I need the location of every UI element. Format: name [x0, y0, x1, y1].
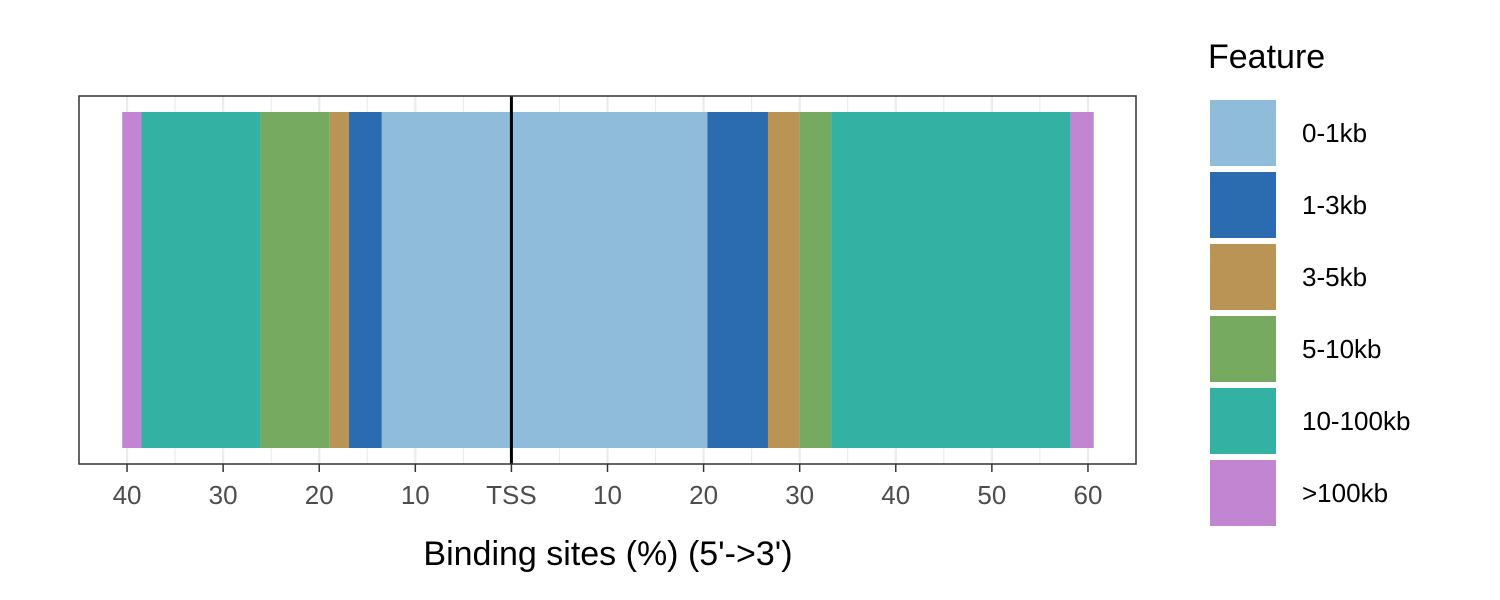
bar-downstream-10-100kb [831, 112, 1071, 448]
legend-key [1210, 172, 1276, 238]
legend-label: >100kb [1302, 478, 1388, 508]
bar-downstream-1-3kb [707, 112, 768, 448]
x-tick-label: 60 [1073, 480, 1102, 510]
legend-key [1210, 388, 1276, 454]
legend-key [1210, 460, 1276, 526]
legend-label: 10-100kb [1302, 406, 1410, 436]
bar-downstream-3-5kb [767, 112, 800, 448]
x-axis-title: Binding sites (%) (5'->3') [423, 535, 792, 573]
x-tick-label: 40 [881, 480, 910, 510]
legend-key [1210, 100, 1276, 166]
bar-upstream-5-10kb [260, 112, 330, 448]
bar-upstream-100kb [122, 112, 142, 448]
legend: Feature 0-1kb 1-3kb 3-5kb 5-10kb 10-100kb >10… [1208, 38, 1410, 526]
bar-upstream-1-3kb [349, 112, 382, 448]
x-axis: 40 30 20 10 TSS 10 20 30 40 50 60 [113, 464, 1102, 510]
x-tick-label: 50 [977, 480, 1006, 510]
legend-key [1210, 244, 1276, 310]
legend-key [1210, 316, 1276, 382]
x-tick-label: 30 [209, 480, 238, 510]
legend-label: 3-5kb [1302, 262, 1367, 292]
x-tick-label: 40 [113, 480, 142, 510]
bar-downstream-0-1kb [511, 112, 708, 448]
x-tick-label: 30 [785, 480, 814, 510]
bar-downstream-5-10kb [799, 112, 832, 448]
legend-label: 1-3kb [1302, 190, 1367, 220]
legend-title: Feature [1208, 38, 1325, 76]
bar-downstream-100kb [1070, 112, 1094, 448]
legend-label: 5-10kb [1302, 334, 1382, 364]
x-tick-label: 10 [401, 480, 430, 510]
bar-upstream-3-5kb [329, 112, 350, 448]
legend-label: 0-1kb [1302, 118, 1367, 148]
x-tick-label: 20 [305, 480, 334, 510]
x-tick-label: 20 [689, 480, 718, 510]
x-tick-label: 10 [593, 480, 622, 510]
x-tick-label: TSS [486, 480, 537, 510]
bar-upstream-0-1kb [381, 112, 512, 448]
bars [122, 112, 1094, 448]
bar-upstream-10-100kb [141, 112, 261, 448]
